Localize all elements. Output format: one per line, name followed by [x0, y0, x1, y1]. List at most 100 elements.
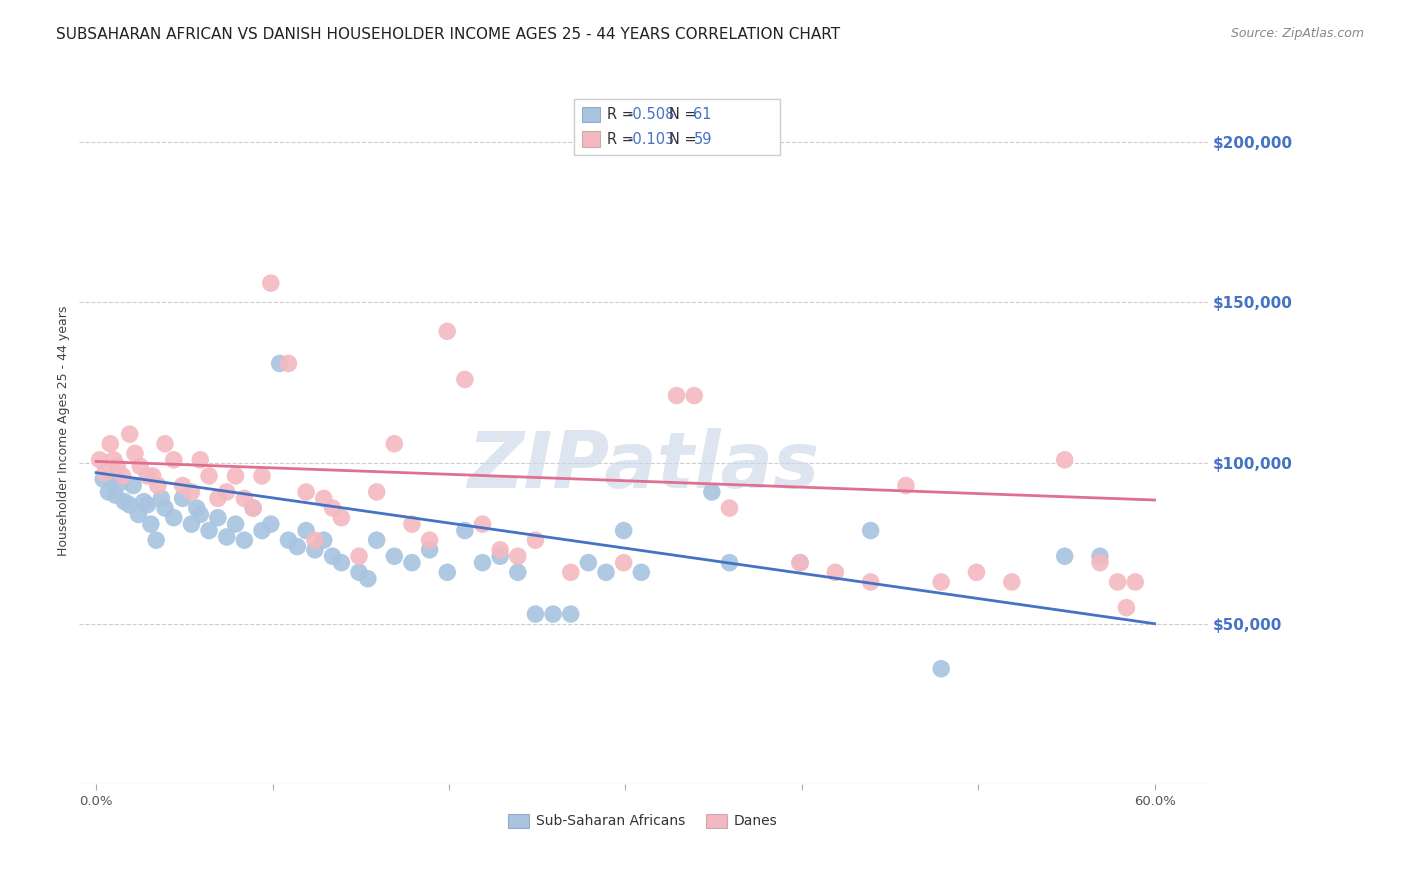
- Point: [330, 510, 353, 524]
- Point: [225, 517, 247, 532]
- Point: [1053, 549, 1076, 564]
- Point: [103, 453, 125, 467]
- Point: [163, 453, 186, 467]
- Text: Source: ZipAtlas.com: Source: ZipAtlas.com: [1230, 27, 1364, 40]
- Point: [136, 469, 159, 483]
- Point: [111, 469, 134, 483]
- Point: [129, 459, 152, 474]
- Point: [1123, 574, 1146, 589]
- Point: [180, 517, 202, 532]
- Point: [150, 491, 173, 506]
- Point: [260, 276, 283, 290]
- Point: [929, 662, 952, 676]
- Point: [312, 491, 335, 506]
- Point: [132, 494, 155, 508]
- Point: [250, 524, 273, 538]
- Point: [128, 508, 150, 522]
- Point: [859, 524, 882, 538]
- Point: [489, 549, 512, 564]
- Point: [560, 566, 582, 580]
- Point: [471, 517, 494, 532]
- Point: [506, 549, 529, 564]
- Point: [146, 478, 169, 492]
- Point: [233, 491, 256, 506]
- Point: [118, 498, 141, 512]
- Point: [700, 485, 723, 500]
- Point: [489, 542, 512, 557]
- Point: [97, 485, 120, 500]
- Point: [789, 556, 811, 570]
- Point: [560, 607, 582, 621]
- Point: [357, 572, 380, 586]
- Point: [277, 533, 299, 548]
- Point: [295, 485, 318, 500]
- Point: [260, 517, 283, 532]
- Point: [1107, 574, 1129, 589]
- Point: [718, 556, 741, 570]
- Point: [419, 542, 441, 557]
- Point: [122, 478, 145, 492]
- Point: [198, 469, 221, 483]
- Point: [524, 607, 547, 621]
- Point: [110, 475, 132, 490]
- Point: [1088, 549, 1111, 564]
- Point: [436, 324, 458, 338]
- Point: [401, 517, 423, 532]
- Point: [683, 388, 706, 402]
- Point: [454, 372, 477, 386]
- Point: [180, 485, 202, 500]
- Text: R =: R =: [606, 107, 638, 122]
- Point: [576, 556, 599, 570]
- Point: [207, 510, 229, 524]
- Point: [112, 494, 135, 508]
- Legend: Sub-Saharan Africans, Danes: Sub-Saharan Africans, Danes: [503, 808, 783, 834]
- Text: ZIPatlas: ZIPatlas: [467, 428, 820, 504]
- Point: [419, 533, 441, 548]
- Point: [242, 501, 264, 516]
- Point: [304, 542, 326, 557]
- Point: [136, 498, 159, 512]
- Text: -0.508: -0.508: [627, 107, 675, 122]
- Point: [172, 491, 194, 506]
- Point: [91, 472, 114, 486]
- Text: 61: 61: [693, 107, 711, 122]
- Point: [163, 510, 186, 524]
- Point: [541, 607, 564, 621]
- Point: [207, 491, 229, 506]
- Point: [198, 524, 221, 538]
- Point: [269, 356, 291, 370]
- Point: [322, 501, 344, 516]
- Point: [789, 556, 811, 570]
- Point: [382, 549, 405, 564]
- Point: [1088, 556, 1111, 570]
- Point: [929, 574, 952, 589]
- Point: [104, 488, 127, 502]
- Bar: [582, 131, 600, 147]
- Point: [859, 574, 882, 589]
- Point: [524, 533, 547, 548]
- Text: 59: 59: [693, 132, 711, 146]
- Point: [98, 437, 121, 451]
- Point: [630, 566, 652, 580]
- Point: [188, 508, 211, 522]
- Point: [506, 566, 529, 580]
- Point: [613, 524, 636, 538]
- Point: [1001, 574, 1024, 589]
- Point: [595, 566, 617, 580]
- Point: [285, 540, 308, 554]
- Point: [89, 453, 111, 467]
- Point: [94, 466, 117, 480]
- Point: [186, 501, 208, 516]
- Point: [312, 533, 335, 548]
- Point: [215, 530, 238, 544]
- Point: [347, 566, 370, 580]
- Point: [242, 501, 264, 516]
- Point: [172, 478, 194, 492]
- Point: [145, 533, 167, 548]
- FancyBboxPatch shape: [574, 99, 780, 155]
- Text: SUBSAHARAN AFRICAN VS DANISH HOUSEHOLDER INCOME AGES 25 - 44 YEARS CORRELATION C: SUBSAHARAN AFRICAN VS DANISH HOUSEHOLDER…: [56, 27, 841, 42]
- Point: [366, 533, 388, 548]
- Point: [295, 524, 318, 538]
- Point: [142, 469, 165, 483]
- Text: -0.103: -0.103: [627, 132, 675, 146]
